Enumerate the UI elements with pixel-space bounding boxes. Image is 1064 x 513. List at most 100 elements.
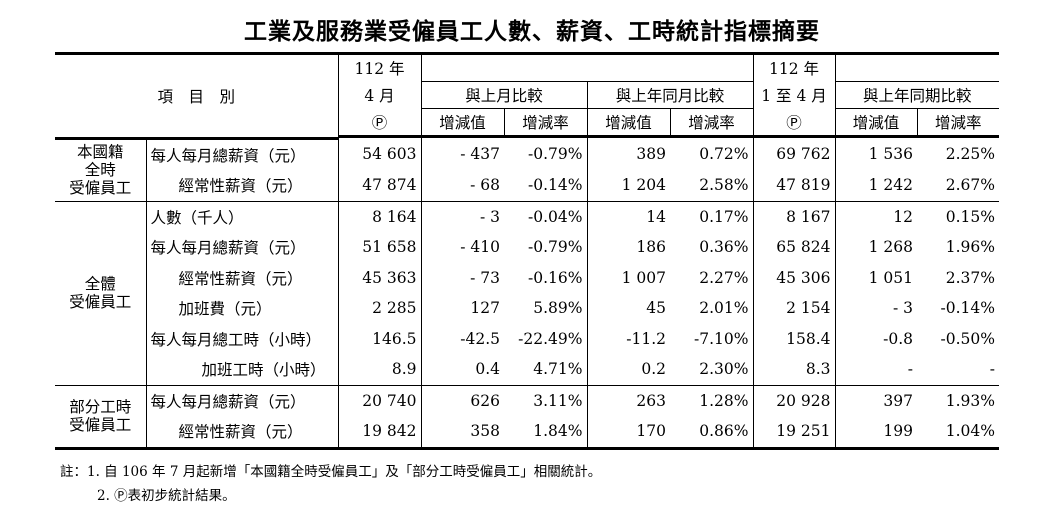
item-header: 項 目 別 <box>55 52 339 137</box>
group-label-line: 受僱員工 <box>69 416 132 434</box>
cell-apr: 51 658 <box>338 232 422 263</box>
footnote-2: 2. Ⓟ表初步統計結果。 <box>97 488 236 504</box>
cell-period-diff: 397 <box>883 391 914 410</box>
group-label-line: 受僱員工 <box>69 179 132 197</box>
cell-period-rate: 2.25% <box>945 145 996 163</box>
cell-year-rate: 1.28% <box>670 385 754 416</box>
cell-year-rate: 2.58% <box>670 170 754 202</box>
cell-period-rate: -0.50% <box>940 329 996 348</box>
cell-apr: 45 363 <box>338 262 422 293</box>
cell-period-diff: 1 268 <box>868 238 914 257</box>
cell-year-rate: 2.27% <box>670 262 754 293</box>
cell-ytd: 20 928 <box>753 385 836 416</box>
ytd-header-line-2: 1 至 4 月 <box>753 81 836 109</box>
cell-period-diff: 1 242 <box>835 170 918 202</box>
cell-year-rate: 0.72% <box>670 138 754 170</box>
diff-rate-header: 增減率 <box>917 108 1000 138</box>
cell-ytd: 8.3 <box>753 354 836 386</box>
cell-period-diff: 12 <box>893 207 914 226</box>
diff-value-header: 增減值 <box>587 108 671 138</box>
footnote-1: 註：1. 自 106 年 7 月起新增「本國籍全時受僱員工」及「部分工時受僱員工… <box>60 464 602 480</box>
row-item-label: 每人每月總薪資（元） <box>146 138 339 170</box>
cell-apr: 54 603 <box>338 138 422 170</box>
group-label-parttime: 部分工時 受僱員工 <box>55 385 147 450</box>
table-row: 部分工時 受僱員工 每人每月總薪資（元） 20 740 626 3.11% 26… <box>55 385 999 450</box>
table-row: 加班工時（小時） 8.9 0.4 4.71% 0.2 2.30% 8.3 - - <box>55 354 1000 386</box>
ytd-header-line-1: 112 年 <box>752 52 836 82</box>
cell-period-diff: 199 <box>835 416 918 450</box>
cell-month-diff: 127 <box>470 299 501 318</box>
cell-ytd: 2 154 <box>753 293 836 324</box>
cell-month-rate: -22.49% <box>504 323 588 354</box>
group-label-domestic: 本國籍 全時 受僱員工 <box>55 138 147 202</box>
row-item-label: 人數（千人） <box>146 201 339 232</box>
table-row: 本國籍 全時 受僱員工 每人每月總薪資（元） 54 603 - 437 -0.7… <box>55 138 999 202</box>
cell-ytd: 8 167 <box>753 201 836 232</box>
table-row: 經常性薪資（元） 19 842 358 1.84% 170 0.86% 19 2… <box>55 416 1000 450</box>
cell-period-rate: - <box>917 354 1000 386</box>
diff-value-header: 增減值 <box>421 108 505 138</box>
cell-period-diff: 1 536 <box>868 145 914 163</box>
cell-apr: 20 740 <box>338 385 422 416</box>
cell-month-diff: - 437 <box>460 145 501 163</box>
header-row-3: Ⓟ 增減值 增減率 增減值 增減率 Ⓟ 增減值 增減率 <box>55 108 1000 138</box>
cell-period-rate: 1.93% <box>945 391 996 410</box>
cell-year-diff: 14 <box>646 207 667 226</box>
cell-month-rate: 1.84% <box>504 416 588 450</box>
group-label-line: 全時 <box>84 161 116 179</box>
cell-month-rate: -0.14% <box>504 170 588 202</box>
cell-year-diff: 186 <box>636 238 667 257</box>
row-item-label: 加班工時（小時） <box>146 354 339 386</box>
cell-period-diff: 1 051 <box>868 268 914 287</box>
cell-period-rate: 1.04% <box>917 416 1000 450</box>
cell-month-diff: -42.5 <box>460 329 501 348</box>
prev-month-header: 與上月比較 <box>421 81 588 109</box>
cell-year-rate: 0.17% <box>670 201 754 232</box>
cell-year-rate: 2.30% <box>670 354 754 386</box>
cell-month-diff: 626 <box>470 391 501 410</box>
row-item-label: 每人每月總薪資（元） <box>146 385 339 416</box>
cell-apr: 146.5 <box>338 323 422 354</box>
statistics-table: 項 目 別 112 年 112 年 4 月 與上月比較 與上年同月比較 1 至 … <box>55 52 1000 450</box>
cell-year-rate: 0.36% <box>670 232 754 263</box>
cell-period-diff: - 3 <box>892 299 914 318</box>
cell-year-diff: 45 <box>646 299 667 318</box>
cell-apr: 2 285 <box>338 293 422 324</box>
cell-ytd: 65 824 <box>753 232 836 263</box>
cell-year-diff: 263 <box>636 391 667 410</box>
group-label-line: 本國籍 <box>76 143 124 161</box>
ytd-header-prelim: Ⓟ <box>753 108 836 138</box>
cell-year-diff: -11.2 <box>626 329 667 348</box>
header-spacer <box>421 52 754 82</box>
cell-year-diff: 170 <box>587 416 671 450</box>
cell-month-diff: - 410 <box>460 238 501 257</box>
cell-ytd: 19 251 <box>753 416 836 450</box>
group-label-all: 全體 受僱員工 <box>55 201 147 386</box>
diff-value-header: 增減值 <box>835 108 918 138</box>
row-item-label: 經常性薪資（元） <box>146 262 339 293</box>
apr-header-line-1: 112 年 <box>338 52 422 82</box>
apr-header-line-2: 4 月 <box>338 81 422 109</box>
cell-ytd: 47 819 <box>753 170 836 202</box>
cell-year-rate: 2.01% <box>670 293 754 324</box>
table-row: 加班費（元） 2 285 127 5.89% 45 2.01% 2 154 - … <box>55 293 999 324</box>
cell-month-diff: 358 <box>421 416 505 450</box>
cell-month-rate: 3.11% <box>504 385 588 416</box>
row-item-label: 每人每月總工時（小時） <box>146 323 339 354</box>
cell-year-rate: -7.10% <box>670 323 754 354</box>
cell-month-rate: -0.79% <box>504 232 588 263</box>
cell-period-rate: 0.15% <box>945 207 996 226</box>
cell-month-diff: - 3 <box>479 207 501 226</box>
diff-rate-header: 增減率 <box>670 108 754 138</box>
cell-year-diff: 0.2 <box>587 354 671 386</box>
cell-apr: 47 874 <box>338 170 422 202</box>
cell-apr: 19 842 <box>338 416 422 450</box>
group-label-line: 受僱員工 <box>69 293 132 311</box>
cell-year-diff: 389 <box>636 145 667 163</box>
cell-month-diff: - 68 <box>421 170 505 202</box>
cell-period-rate: 2.37% <box>945 268 996 287</box>
cell-ytd: 158.4 <box>753 323 836 354</box>
row-item-label: 加班費（元） <box>146 293 339 324</box>
cell-year-diff: 1 204 <box>587 170 671 202</box>
cell-month-rate: 4.71% <box>504 354 588 386</box>
